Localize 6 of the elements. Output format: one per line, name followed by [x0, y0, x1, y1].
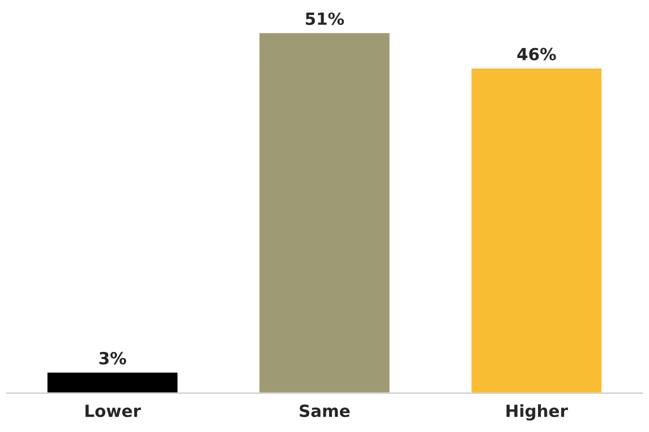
data-label: 46% [517, 48, 556, 60]
data-label: 3% [99, 352, 126, 365]
x-tick-label: Lower [86, 404, 141, 418]
data-label: 51% [306, 12, 344, 26]
x-tick-label: Higher [506, 404, 568, 420]
x-tick-label: Same [300, 404, 350, 418]
